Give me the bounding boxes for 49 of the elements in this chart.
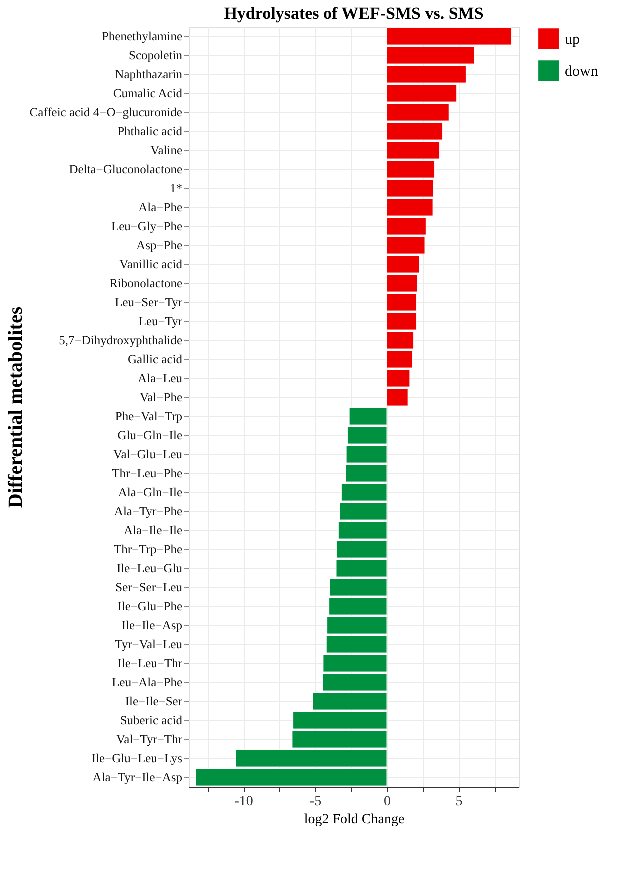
y-tick-label: 1* [170, 182, 182, 196]
x-tick-label: 5 [456, 794, 463, 810]
y-tick-label: Ala−Leu [138, 372, 184, 386]
y-tick-label: Leu−Ala−Phe [112, 676, 183, 690]
y-tick-label: Cumalic Acid [113, 86, 184, 100]
y-tick-label: Ile−Ile−Ser [125, 694, 184, 708]
y-tick-label: Vanillic acid [120, 258, 184, 272]
y-tick-label: Glu−Gln−Ile [118, 428, 183, 442]
y-tick-label: Val−Glu−Leu [114, 448, 184, 462]
x-tick-label: -10 [234, 794, 254, 810]
y-tick-label: Thr−Leu−Phe [112, 466, 183, 480]
x-axis-title: log2 Fold Change [304, 812, 405, 828]
y-tick-label: Ile−Ile−Asp [122, 618, 182, 632]
y-tick-label: Val−Tyr−Thr [116, 732, 184, 746]
y-tick-label: Delta−Gluconolactone [69, 162, 183, 176]
y-tick-label: Asp−Phe [136, 238, 183, 252]
y-tick-label: Ala−Tyr−Ile−Asp [92, 770, 182, 784]
y-tick-label: Phe−Val−Trp [115, 410, 182, 424]
y-tick-label: Ribonolactone [110, 276, 183, 290]
y-tick-label: Phenethylamine [102, 30, 183, 44]
x-tick-label: 0 [384, 794, 391, 810]
y-tick-label: Ile−Leu−Glu [117, 562, 184, 576]
y-tick-label: Ala−Tyr−Phe [114, 504, 183, 518]
y-tick-label: Val−Phe [140, 390, 183, 404]
y-tick-label: Ala−Gln−Ile [118, 486, 183, 500]
y-tick-label: Tyr−Val−Leu [115, 638, 184, 652]
y-tick-label: Ile−Glu−Phe [118, 600, 183, 614]
y-tick-label: Gallic acid [128, 352, 184, 366]
y-tick-label: Leu−Tyr [138, 314, 184, 328]
y-tick-label: Phthalic acid [118, 124, 184, 138]
y-tick-label: Naphthazarin [115, 68, 184, 82]
y-tick-label: Scopoletin [129, 48, 184, 62]
legend-label: down [565, 64, 599, 80]
chart-title: Hydrolysates of WEF-SMS vs. SMS [224, 4, 484, 23]
y-tick-label: Leu−Ser−Tyr [115, 296, 184, 310]
y-tick-label: Ile−Glu−Leu−Lys [92, 752, 183, 766]
y-tick-label: Caffeic acid 4−O−glucuronide [30, 106, 183, 120]
y-tick-label: Ala−Ile−Ile [124, 524, 183, 538]
y-tick-label: Ile−Leu−Thr [118, 656, 184, 670]
y-tick-label: Ser−Ser−Leu [116, 580, 184, 594]
y-tick-label: Valine [150, 144, 183, 158]
y-axis-title: Differential metabolites [4, 306, 27, 508]
y-tick-label: Ala−Phe [138, 200, 183, 214]
legend-label: up [565, 32, 580, 48]
y-tick-label: Thr−Trp−Phe [114, 542, 183, 556]
y-tick-label: Suberic acid [120, 714, 184, 728]
y-tick-label: Leu−Gly−Phe [111, 220, 183, 234]
x-tick-label: -5 [310, 794, 322, 810]
y-tick-label: 5,7−Dihydroxyphthalide [59, 334, 183, 348]
